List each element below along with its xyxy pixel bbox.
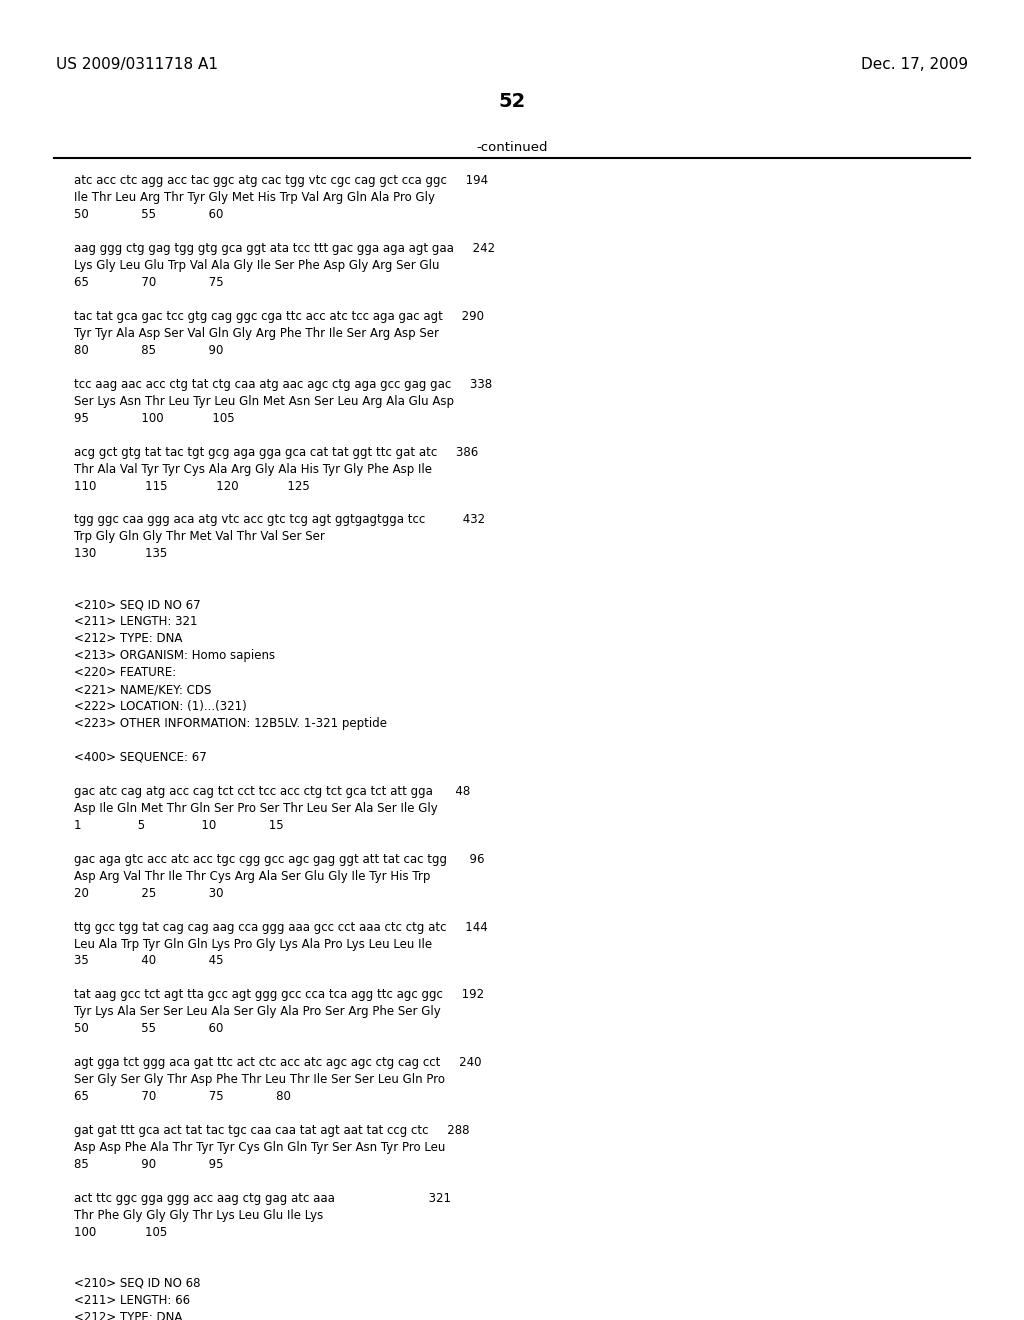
Text: <221> NAME/KEY: CDS: <221> NAME/KEY: CDS (74, 684, 211, 696)
Text: agt gga tct ggg aca gat ttc act ctc acc atc agc agc ctg cag cct     240: agt gga tct ggg aca gat ttc act ctc acc … (74, 1056, 481, 1069)
Text: tgg ggc caa ggg aca atg vtc acc gtc tcg agt ggtgagtgga tcc          432: tgg ggc caa ggg aca atg vtc acc gtc tcg … (74, 513, 484, 527)
Text: 100             105: 100 105 (74, 1226, 167, 1239)
Text: -continued: -continued (476, 141, 548, 154)
Text: 110             115             120             125: 110 115 120 125 (74, 479, 309, 492)
Text: atc acc ctc agg acc tac ggc atg cac tgg vtc cgc cag gct cca ggc     194: atc acc ctc agg acc tac ggc atg cac tgg … (74, 174, 487, 187)
Text: acg gct gtg tat tac tgt gcg aga gga gca cat tat ggt ttc gat atc     386: acg gct gtg tat tac tgt gcg aga gga gca … (74, 446, 478, 458)
Text: <212> TYPE: DNA: <212> TYPE: DNA (74, 1311, 182, 1320)
Text: <212> TYPE: DNA: <212> TYPE: DNA (74, 632, 182, 645)
Text: 50              55              60: 50 55 60 (74, 209, 223, 222)
Text: act ttc ggc gga ggg acc aag ctg gag atc aaa                         321: act ttc ggc gga ggg acc aag ctg gag atc … (74, 1192, 451, 1205)
Text: <400> SEQUENCE: 67: <400> SEQUENCE: 67 (74, 751, 207, 764)
Text: 80              85              90: 80 85 90 (74, 343, 223, 356)
Text: gat gat ttt gca act tat tac tgc caa caa tat agt aat tat ccg ctc     288: gat gat ttt gca act tat tac tgc caa caa … (74, 1125, 469, 1137)
Text: <213> ORGANISM: Homo sapiens: <213> ORGANISM: Homo sapiens (74, 649, 274, 663)
Text: <222> LOCATION: (1)...(321): <222> LOCATION: (1)...(321) (74, 700, 247, 713)
Text: tac tat gca gac tcc gtg cag ggc cga ttc acc atc tcc aga gac agt     290: tac tat gca gac tcc gtg cag ggc cga ttc … (74, 310, 483, 323)
Text: Asp Ile Gln Met Thr Gln Ser Pro Ser Thr Leu Ser Ala Ser Ile Gly: Asp Ile Gln Met Thr Gln Ser Pro Ser Thr … (74, 801, 437, 814)
Text: tat aag gcc tct agt tta gcc agt ggg gcc cca tca agg ttc agc ggc     192: tat aag gcc tct agt tta gcc agt ggg gcc … (74, 989, 484, 1002)
Text: 130             135: 130 135 (74, 548, 167, 561)
Text: ttg gcc tgg tat cag cag aag cca ggg aaa gcc cct aaa ctc ctg atc     144: ttg gcc tgg tat cag cag aag cca ggg aaa … (74, 920, 487, 933)
Text: <211> LENGTH: 66: <211> LENGTH: 66 (74, 1294, 189, 1307)
Text: <211> LENGTH: 321: <211> LENGTH: 321 (74, 615, 198, 628)
Text: gac atc cag atg acc cag tct cct tcc acc ctg tct gca tct att gga      48: gac atc cag atg acc cag tct cct tcc acc … (74, 785, 470, 797)
Text: 65              70              75              80: 65 70 75 80 (74, 1090, 291, 1104)
Text: <220> FEATURE:: <220> FEATURE: (74, 667, 176, 678)
Text: 50              55              60: 50 55 60 (74, 1023, 223, 1035)
Text: Thr Ala Val Tyr Tyr Cys Ala Arg Gly Ala His Tyr Gly Phe Asp Ile: Thr Ala Val Tyr Tyr Cys Ala Arg Gly Ala … (74, 462, 432, 475)
Text: 65              70              75: 65 70 75 (74, 276, 223, 289)
Text: gac aga gtc acc atc acc tgc cgg gcc agc gag ggt att tat cac tgg      96: gac aga gtc acc atc acc tgc cgg gcc agc … (74, 853, 484, 866)
Text: Ile Thr Leu Arg Thr Tyr Gly Met His Trp Val Arg Gln Ala Pro Gly: Ile Thr Leu Arg Thr Tyr Gly Met His Trp … (74, 191, 435, 205)
Text: Dec. 17, 2009: Dec. 17, 2009 (860, 57, 968, 71)
Text: <223> OTHER INFORMATION: 12B5LV. 1-321 peptide: <223> OTHER INFORMATION: 12B5LV. 1-321 p… (74, 717, 387, 730)
Text: tcc aag aac acc ctg tat ctg caa atg aac agc ctg aga gcc gag gac     338: tcc aag aac acc ctg tat ctg caa atg aac … (74, 378, 492, 391)
Text: Ser Gly Ser Gly Thr Asp Phe Thr Leu Thr Ile Ser Ser Leu Gln Pro: Ser Gly Ser Gly Thr Asp Phe Thr Leu Thr … (74, 1073, 444, 1086)
Text: Thr Phe Gly Gly Gly Thr Lys Leu Glu Ile Lys: Thr Phe Gly Gly Gly Thr Lys Leu Glu Ile … (74, 1209, 323, 1222)
Text: 52: 52 (499, 92, 525, 111)
Text: Trp Gly Gln Gly Thr Met Val Thr Val Ser Ser: Trp Gly Gln Gly Thr Met Val Thr Val Ser … (74, 531, 325, 544)
Text: aag ggg ctg gag tgg gtg gca ggt ata tcc ttt gac gga aga agt gaa     242: aag ggg ctg gag tgg gtg gca ggt ata tcc … (74, 242, 495, 255)
Text: Tyr Lys Ala Ser Ser Leu Ala Ser Gly Ala Pro Ser Arg Phe Ser Gly: Tyr Lys Ala Ser Ser Leu Ala Ser Gly Ala … (74, 1006, 440, 1018)
Text: 95              100             105: 95 100 105 (74, 412, 234, 425)
Text: Lys Gly Leu Glu Trp Val Ala Gly Ile Ser Phe Asp Gly Arg Ser Glu: Lys Gly Leu Glu Trp Val Ala Gly Ile Ser … (74, 259, 439, 272)
Text: 1               5               10              15: 1 5 10 15 (74, 818, 284, 832)
Text: Tyr Tyr Ala Asp Ser Val Gln Gly Arg Phe Thr Ile Ser Arg Asp Ser: Tyr Tyr Ala Asp Ser Val Gln Gly Arg Phe … (74, 327, 438, 339)
Text: 35              40              45: 35 40 45 (74, 954, 223, 968)
Text: Ser Lys Asn Thr Leu Tyr Leu Gln Met Asn Ser Leu Arg Ala Glu Asp: Ser Lys Asn Thr Leu Tyr Leu Gln Met Asn … (74, 395, 454, 408)
Text: Asp Arg Val Thr Ile Thr Cys Arg Ala Ser Glu Gly Ile Tyr His Trp: Asp Arg Val Thr Ile Thr Cys Arg Ala Ser … (74, 870, 430, 883)
Text: 85              90              95: 85 90 95 (74, 1158, 223, 1171)
Text: Asp Asp Phe Ala Thr Tyr Tyr Cys Gln Gln Tyr Ser Asn Tyr Pro Leu: Asp Asp Phe Ala Thr Tyr Tyr Cys Gln Gln … (74, 1140, 445, 1154)
Text: <210> SEQ ID NO 67: <210> SEQ ID NO 67 (74, 598, 201, 611)
Text: US 2009/0311718 A1: US 2009/0311718 A1 (56, 57, 218, 71)
Text: Leu Ala Trp Tyr Gln Gln Lys Pro Gly Lys Ala Pro Lys Leu Leu Ile: Leu Ala Trp Tyr Gln Gln Lys Pro Gly Lys … (74, 937, 432, 950)
Text: <210> SEQ ID NO 68: <210> SEQ ID NO 68 (74, 1276, 201, 1290)
Text: 20              25              30: 20 25 30 (74, 887, 223, 900)
